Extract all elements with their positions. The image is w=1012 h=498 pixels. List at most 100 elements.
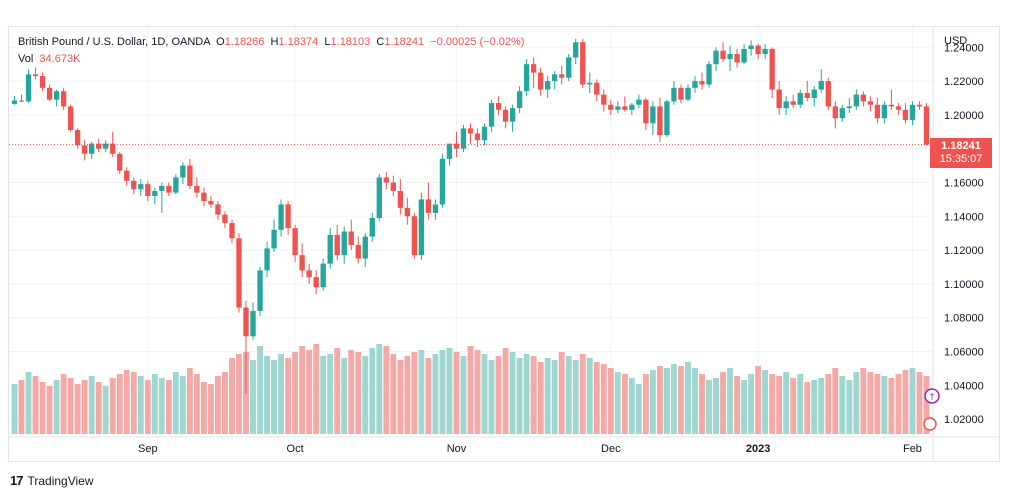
candle[interactable]: [474, 128, 481, 147]
candle[interactable]: [643, 97, 649, 131]
candle[interactable]: [25, 69, 32, 104]
candle[interactable]: [397, 179, 404, 215]
candle[interactable]: [846, 97, 852, 114]
candle[interactable]: [488, 99, 495, 132]
candle[interactable]: [257, 266, 263, 317]
candle[interactable]: [706, 60, 712, 88]
candle[interactable]: [608, 99, 614, 115]
candle[interactable]: [383, 172, 389, 190]
time-axis[interactable]: SepOctNovDec2023FebMar: [138, 443, 1012, 455]
candle[interactable]: [299, 243, 305, 278]
candle[interactable]: [215, 201, 221, 220]
candle[interactable]: [145, 180, 151, 202]
candle[interactable]: [131, 177, 137, 195]
candle[interactable]: [362, 233, 368, 267]
candle[interactable]: [390, 175, 396, 197]
candle[interactable]: [39, 72, 46, 92]
candle[interactable]: [537, 67, 544, 97]
symbol-label[interactable]: British Pound / U.S. Dollar, 1D, OANDA: [18, 36, 210, 48]
candle[interactable]: [313, 270, 319, 295]
candle[interactable]: [615, 101, 621, 114]
candle[interactable]: [306, 263, 312, 284]
candle[interactable]: [713, 47, 719, 71]
candle[interactable]: [138, 179, 144, 197]
candle[interactable]: [467, 123, 474, 144]
candle[interactable]: [502, 106, 509, 129]
candle[interactable]: [762, 43, 768, 60]
candle[interactable]: [755, 43, 761, 60]
candle[interactable]: [727, 45, 733, 71]
candle[interactable]: [839, 104, 845, 122]
candle[interactable]: [166, 182, 172, 197]
candle[interactable]: [720, 42, 726, 63]
candle[interactable]: [201, 187, 207, 207]
candle[interactable]: [11, 96, 18, 105]
candle[interactable]: [594, 79, 600, 102]
candle[interactable]: [636, 94, 642, 109]
candle[interactable]: [74, 128, 81, 149]
alert-icon[interactable]: [923, 417, 937, 431]
candle[interactable]: [587, 72, 593, 93]
candle[interactable]: [902, 103, 909, 124]
candle[interactable]: [67, 104, 74, 132]
candle[interactable]: [573, 38, 579, 65]
candle[interactable]: [152, 187, 158, 205]
candle[interactable]: [89, 141, 95, 159]
candle[interactable]: [250, 302, 256, 340]
candle[interactable]: [348, 219, 354, 251]
candle[interactable]: [664, 99, 670, 137]
candle[interactable]: [180, 162, 186, 185]
candle[interactable]: [776, 81, 782, 115]
candle[interactable]: [552, 70, 558, 90]
candle[interactable]: [860, 91, 867, 107]
candle[interactable]: [96, 138, 102, 153]
candle[interactable]: [236, 233, 242, 313]
candle[interactable]: [278, 199, 284, 237]
candle[interactable]: [530, 57, 537, 88]
brand-name[interactable]: TradingView: [27, 473, 94, 488]
candle[interactable]: [825, 77, 831, 110]
candle[interactable]: [124, 167, 130, 186]
candle[interactable]: [790, 94, 796, 109]
candle[interactable]: [208, 196, 214, 208]
candle[interactable]: [895, 103, 902, 115]
volume-label[interactable]: Vol: [18, 53, 34, 65]
candle[interactable]: [369, 212, 375, 242]
candle[interactable]: [622, 96, 628, 112]
candle[interactable]: [580, 38, 586, 88]
candle[interactable]: [601, 89, 607, 112]
candle[interactable]: [117, 152, 123, 175]
candle[interactable]: [404, 197, 411, 225]
candle[interactable]: [916, 101, 923, 110]
candle[interactable]: [874, 97, 881, 124]
candle[interactable]: [376, 174, 382, 222]
candle[interactable]: [853, 89, 860, 110]
candle[interactable]: [923, 103, 930, 146]
candle[interactable]: [341, 226, 347, 264]
candle[interactable]: [194, 177, 200, 198]
candle[interactable]: [629, 103, 635, 115]
candle[interactable]: [229, 219, 235, 244]
candle[interactable]: [650, 101, 656, 136]
candle[interactable]: [327, 228, 333, 269]
tradingview-logo-icon[interactable]: 17: [10, 473, 24, 488]
candle[interactable]: [881, 101, 888, 124]
candle[interactable]: [818, 69, 824, 93]
candle[interactable]: [495, 96, 502, 115]
candle[interactable]: [264, 241, 270, 278]
candle[interactable]: [783, 96, 789, 115]
candle[interactable]: [81, 140, 88, 161]
candle[interactable]: [18, 94, 25, 103]
candle[interactable]: [734, 48, 740, 68]
candle[interactable]: [411, 212, 418, 259]
candle[interactable]: [103, 140, 109, 153]
candle[interactable]: [685, 84, 691, 102]
candle[interactable]: [292, 224, 298, 262]
candle[interactable]: [32, 67, 39, 80]
candle[interactable]: [888, 89, 895, 110]
axis-icons[interactable]: ↑: [923, 388, 940, 431]
candle[interactable]: [523, 59, 530, 97]
candle[interactable]: [110, 131, 116, 158]
candle[interactable]: [60, 87, 67, 110]
